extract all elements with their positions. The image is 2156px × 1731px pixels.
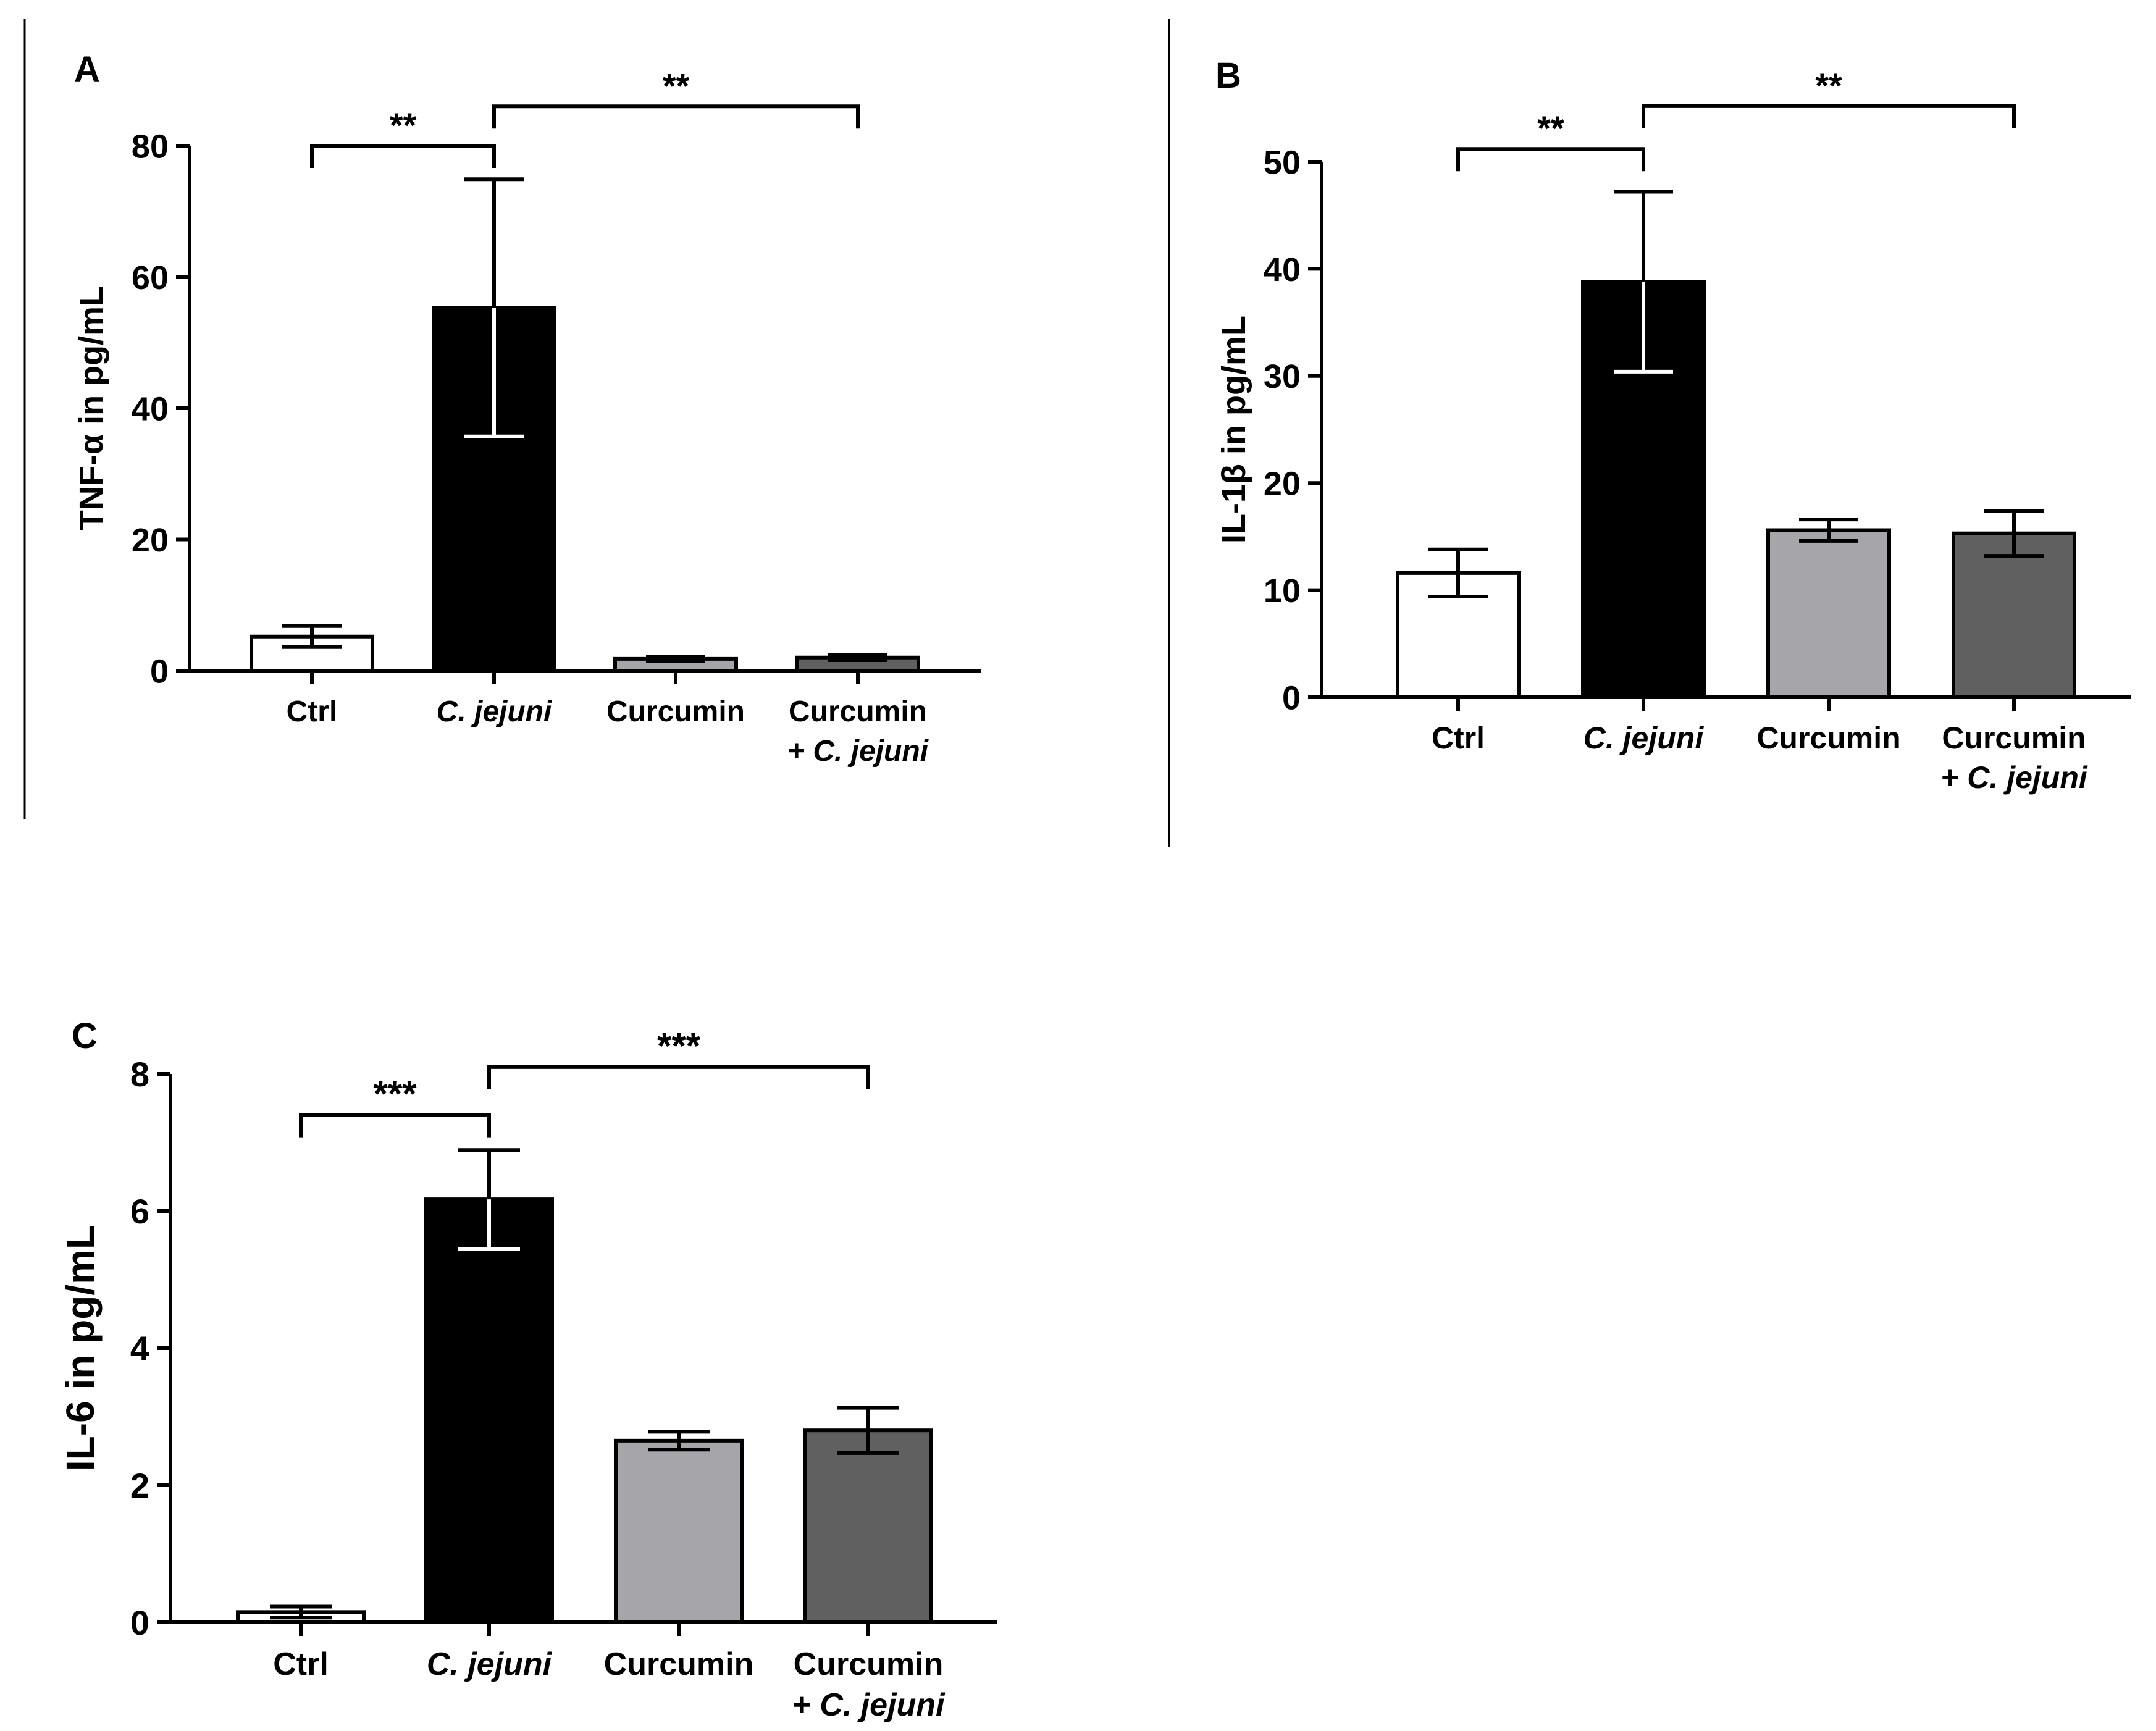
panel-c: C 0 2 4 6 8 IL-6 in pg/mL Ctrl C. jejuni Curcumi… <box>58 1016 997 1723</box>
y-tick-label: 50 <box>1264 144 1301 181</box>
panel-b: B 0 10 20 30 40 50 IL-1β in pg/mL Ctrl C. jejuni… <box>1215 56 2131 795</box>
panel-b-letter: B <box>1215 56 1241 96</box>
y-tick-label: 40 <box>1264 251 1301 288</box>
y-axis-label: TNF-α in pg/mL <box>73 286 110 530</box>
category-label: + C. jejuni <box>792 1687 946 1723</box>
y-tick-label: 8 <box>130 1055 149 1094</box>
significance-bracket <box>1456 147 1645 172</box>
significance-bracket <box>487 1065 870 1089</box>
panel-dividers <box>23 19 1170 847</box>
category-label: Curcumin <box>794 1646 944 1682</box>
y-tick-label: 2 <box>130 1466 149 1505</box>
category-label: Curcumin <box>604 1646 754 1682</box>
y-tick-label: 30 <box>1264 358 1301 395</box>
y-axis-label: IL-1β in pg/mL <box>1215 316 1252 543</box>
y-tick-label: 40 <box>132 390 169 427</box>
y-tick-label: 6 <box>130 1192 149 1231</box>
category-label: Ctrl <box>287 695 338 728</box>
y-tick-label: 0 <box>150 653 169 690</box>
panel-a-plot: 0 20 40 60 80 TNF-α in pg/mL Ctrl C. jejuni Curc… <box>73 66 981 768</box>
category-label: Curcumin <box>606 695 745 728</box>
significance-bracket <box>492 104 860 129</box>
y-tick-label: 20 <box>132 522 169 559</box>
significance-label: *** <box>373 1073 417 1115</box>
category-label: C. jejuni <box>437 695 553 728</box>
significance-label: ** <box>390 106 417 145</box>
y-tick-label: 20 <box>1264 466 1301 503</box>
category-label: Ctrl <box>273 1646 329 1682</box>
y-tick-label: 4 <box>130 1329 149 1368</box>
significance-label: ** <box>663 66 690 105</box>
y-tick-label: 80 <box>132 128 169 165</box>
significance-bracket <box>1642 104 2016 128</box>
category-label: + C. jejuni <box>1940 760 2088 795</box>
panel-b-plot: 0 10 20 30 40 50 IL-1β in pg/mL Ctrl C. jejuni Cu… <box>1215 66 2131 795</box>
bar <box>1766 528 1891 699</box>
significance-label: ** <box>1537 109 1564 148</box>
y-tick-label: 10 <box>1264 572 1301 610</box>
y-tick-label: 0 <box>1282 679 1301 716</box>
y-tick-label: 0 <box>130 1603 149 1642</box>
category-label: Curcumin <box>789 695 927 728</box>
bar <box>1952 531 2076 699</box>
panel-c-plot: 0 2 4 6 8 IL-6 in pg/mL Ctrl C. jejuni Curcumin C… <box>58 1025 997 1723</box>
category-label: C. jejuni <box>1583 721 1705 755</box>
category-label: Ctrl <box>1432 721 1485 755</box>
panel-c-letter: C <box>72 1016 98 1056</box>
significance-bracket <box>310 144 496 168</box>
y-axis-label: IL-6 in pg/mL <box>58 1225 103 1471</box>
category-label: Curcumin <box>1942 721 2086 755</box>
category-label: Curcumin <box>1756 721 1900 755</box>
panel-a: A 0 20 40 60 80 TNF-α in pg/mL Ctrl C. jejuni Cu… <box>73 49 981 768</box>
significance-label: *** <box>657 1025 701 1067</box>
y-tick-label: 60 <box>132 259 169 296</box>
bar <box>803 1428 933 1624</box>
panel-a-letter: A <box>74 49 100 90</box>
significance-bracket <box>299 1113 491 1138</box>
bar <box>424 1197 554 1624</box>
category-label: + C. jejuni <box>787 735 929 768</box>
significance-label: ** <box>1815 66 1842 105</box>
category-label: C. jejuni <box>427 1646 553 1682</box>
bar <box>614 1438 744 1625</box>
